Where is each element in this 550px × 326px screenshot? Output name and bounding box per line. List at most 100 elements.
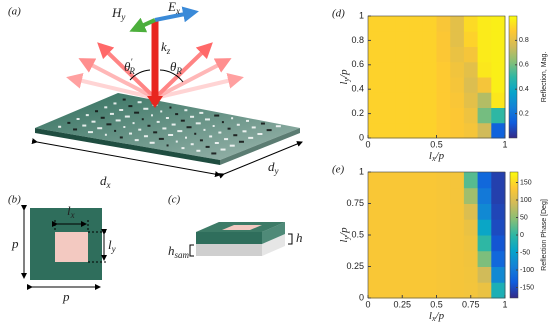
hole (73, 128, 78, 131)
heat-cell (368, 107, 383, 124)
heat-cell (436, 31, 451, 47)
heat-cell (395, 219, 410, 236)
heat-cell (463, 31, 479, 47)
heat-cell (368, 282, 383, 299)
ly-label: ly (108, 237, 116, 254)
hole (171, 123, 176, 126)
hole (257, 133, 263, 135)
heat-cell (477, 172, 492, 189)
heat-cell (463, 219, 479, 236)
substrate (262, 234, 285, 256)
heat-cell (477, 282, 492, 299)
heat-cell (477, 203, 492, 220)
hole (209, 135, 213, 138)
theta-label: θ′ R (124, 57, 135, 76)
hole (212, 125, 215, 127)
layer (262, 222, 285, 244)
heat-cell (409, 235, 424, 252)
hole (113, 102, 117, 105)
heat-cell (436, 203, 451, 220)
heat-cell (381, 266, 396, 283)
p-label: p (11, 236, 19, 251)
y-tick-label: 0.6 (351, 59, 364, 69)
heat-cell (477, 219, 492, 236)
heat-cell (477, 46, 492, 63)
heat-cell (436, 235, 451, 252)
hole (149, 141, 155, 144)
heat-cell (422, 61, 437, 78)
heat-cell (477, 187, 492, 204)
heat-cell (491, 31, 506, 47)
colorbar-label: Reflection Phase [Deg] (541, 199, 548, 271)
hole (129, 132, 133, 135)
heat-cell (409, 61, 424, 78)
heat-cell (409, 187, 424, 204)
lx-label: lx (67, 203, 75, 220)
p-label: p (62, 289, 70, 304)
heat-cell (477, 31, 492, 47)
heat-cell (450, 77, 465, 93)
colorbar-tick-label: -150 (520, 284, 534, 291)
heat-cell (450, 203, 465, 220)
x-tick-label: 0 (365, 139, 370, 149)
h-label: h (296, 230, 303, 245)
hole (260, 122, 265, 125)
heat-cell (422, 219, 437, 236)
heat-cell (422, 31, 437, 47)
e-field (154, 6, 199, 23)
hsam-label: hsam (168, 243, 190, 260)
heat-cell (450, 16, 465, 32)
y-tick-label: 0 (359, 292, 364, 302)
heat-cell (450, 107, 465, 124)
heat-cell (436, 46, 451, 63)
hole (205, 145, 210, 148)
reflected-ray (66, 72, 156, 100)
panel-label: (d) (332, 8, 345, 20)
heat-cell (395, 16, 410, 32)
heat-cell (463, 46, 479, 63)
h-field (129, 17, 156, 33)
heat-cell (450, 282, 465, 299)
h-label: Hy (111, 5, 125, 22)
heat-cell (381, 282, 396, 299)
hole (132, 122, 135, 125)
hole (151, 114, 153, 117)
hole (180, 119, 185, 122)
reflected-ray (153, 42, 213, 100)
e-label: Ex (167, 0, 180, 16)
heat-cell (395, 46, 410, 63)
hole (87, 131, 93, 134)
hole (177, 130, 183, 133)
heat-cell (422, 266, 437, 283)
heat-cell (491, 203, 506, 220)
heat-cell (409, 122, 424, 139)
heat-cell (491, 172, 506, 189)
x-tick-label: 1 (502, 299, 507, 309)
reflected-ray (154, 58, 232, 100)
hole (231, 117, 234, 120)
heat-cell (409, 16, 424, 32)
hole (220, 148, 226, 151)
heat-cell (395, 122, 410, 139)
heat-cell (491, 61, 506, 78)
heat-cell (381, 203, 396, 220)
heat-cell (368, 92, 383, 108)
hole (229, 144, 235, 147)
hole (185, 136, 187, 139)
axis-label-rest: /p (435, 150, 445, 162)
y-tick-label: 0.75 (346, 198, 364, 208)
y-tick-label: 0.8 (351, 35, 364, 45)
heat-cell (491, 122, 506, 139)
heat-cell (436, 92, 451, 108)
heat-cell (422, 16, 437, 32)
x-tick-label: 1 (502, 139, 507, 149)
heat-cell (381, 77, 396, 93)
heat-cell (463, 77, 479, 93)
heat-cell (463, 122, 479, 139)
heat-cell (436, 122, 451, 139)
heat-cell (381, 61, 396, 78)
heat-cell (381, 172, 396, 189)
heat-cell (422, 92, 437, 108)
heat-cell (409, 266, 424, 283)
hole (106, 123, 112, 126)
